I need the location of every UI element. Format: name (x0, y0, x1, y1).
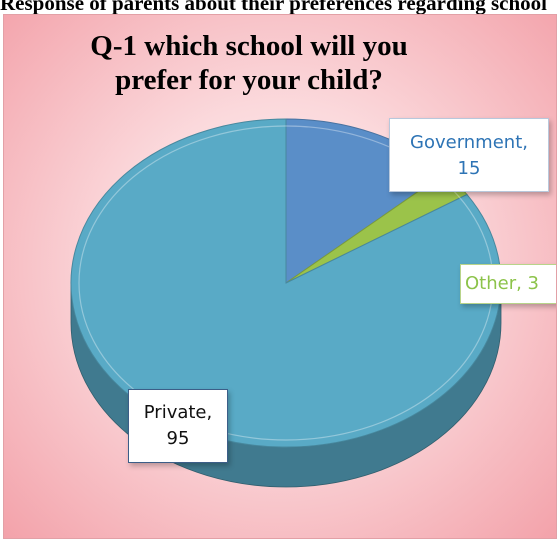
data-label-government-line-2: 15 (457, 158, 481, 179)
chart-title: Q-1 which school will you prefer for you… (90, 30, 408, 96)
chart-area: Q-1 which school will you prefer for you… (3, 14, 557, 539)
data-label-government: Government, 15 (389, 118, 549, 192)
data-label-other: Other, 3 (460, 264, 556, 304)
data-label-private-line-2: 95 (166, 428, 190, 449)
data-label-private-line-1: Private, (143, 402, 213, 423)
data-label-government-line-1: Government, (410, 132, 528, 153)
data-label-other-line-1: Other, 3 (465, 273, 540, 294)
data-label-private: Private, 95 (128, 389, 228, 463)
figure-caption-text: Response of parents about their preferen… (0, 0, 547, 14)
figure-caption: Response of parents about their preferen… (0, 0, 559, 14)
